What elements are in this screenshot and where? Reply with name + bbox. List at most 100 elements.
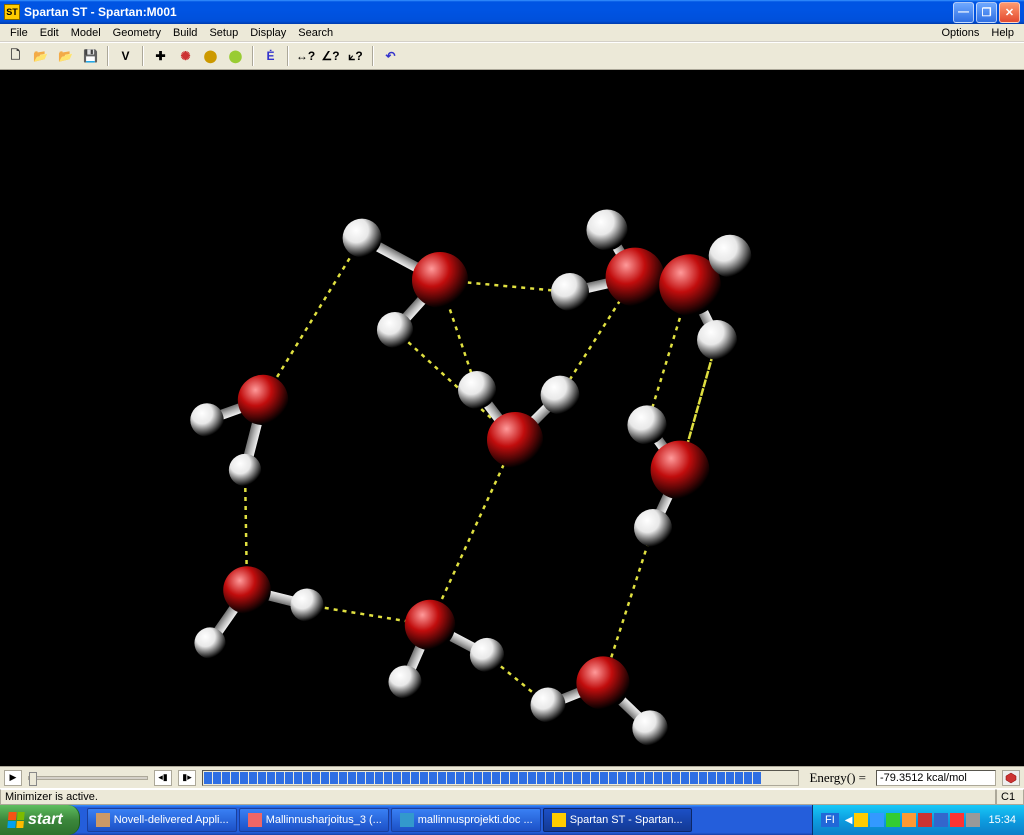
stop-button[interactable] xyxy=(1002,770,1020,786)
hydrogen-atom[interactable] xyxy=(343,219,382,258)
task-label: Novell-delivered Appli... xyxy=(114,814,229,826)
hydrogen-atom[interactable] xyxy=(470,638,504,672)
hydrogen-atom[interactable] xyxy=(709,235,752,278)
menu-edit[interactable]: Edit xyxy=(34,26,65,40)
step-fwd-button[interactable]: ▮▸ xyxy=(178,770,196,786)
menu-build[interactable]: Build xyxy=(167,26,203,40)
undo-icon[interactable]: ↶ xyxy=(379,45,402,67)
tray-icon[interactable] xyxy=(934,813,948,827)
language-indicator[interactable]: FI xyxy=(821,813,839,827)
task-label: Spartan ST - Spartan... xyxy=(570,814,683,826)
menubar: FileEditModelGeometryBuildSetupDisplaySe… xyxy=(0,24,1024,42)
menu-options[interactable]: Options xyxy=(935,26,985,40)
new-icon[interactable]: 🗋 xyxy=(4,45,27,67)
energy-icon[interactable]: Ė xyxy=(259,45,282,67)
task-app-icon xyxy=(400,813,414,827)
measure-angle-icon[interactable]: ∠? xyxy=(319,45,342,67)
hydrogen-atom[interactable] xyxy=(634,509,672,547)
menu-display[interactable]: Display xyxy=(244,26,292,40)
hydrogen-atom[interactable] xyxy=(194,627,225,658)
tray-icon[interactable] xyxy=(886,813,900,827)
taskbar-item[interactable]: Spartan ST - Spartan... xyxy=(543,808,692,832)
hydrogen-atom[interactable] xyxy=(586,209,627,250)
progress-bar xyxy=(202,770,799,786)
minimize-button[interactable]: — xyxy=(953,2,974,23)
taskbar-item[interactable]: Novell-delivered Appli... xyxy=(87,808,237,832)
status-symmetry: C1 xyxy=(996,789,1024,805)
view-icon[interactable]: V xyxy=(114,45,137,67)
oxygen-atom[interactable] xyxy=(412,252,468,308)
open2-icon[interactable]: 📂 xyxy=(54,45,77,67)
oxygen-atom[interactable] xyxy=(223,566,271,614)
tray-icon[interactable] xyxy=(950,813,964,827)
maximize-button[interactable]: ❐ xyxy=(976,2,997,23)
burst-icon[interactable]: ✺ xyxy=(174,45,197,67)
atom2-icon[interactable]: ⬤ xyxy=(224,45,247,67)
hydrogen-atom[interactable] xyxy=(377,312,413,348)
system-tray: FI ◀ 15:34 xyxy=(812,805,1024,835)
menu-geometry[interactable]: Geometry xyxy=(107,26,167,40)
hydrogen-bond xyxy=(430,440,515,625)
tray-expand-icon[interactable]: ◀ xyxy=(845,815,853,826)
energy-label: Energy() = xyxy=(805,770,870,786)
windows-flag-icon xyxy=(7,812,24,828)
measure-dihedral-icon[interactable]: ⟀? xyxy=(344,45,367,67)
hydrogen-atom[interactable] xyxy=(229,454,261,486)
measure-dist-icon[interactable]: ↔? xyxy=(294,45,317,67)
tray-icon[interactable] xyxy=(854,813,868,827)
close-button[interactable]: ✕ xyxy=(999,2,1020,23)
window-title: Spartan ST - Spartan:M001 xyxy=(24,5,177,19)
hydrogen-atom[interactable] xyxy=(388,665,421,698)
app-icon: ST xyxy=(4,4,20,20)
task-app-icon xyxy=(248,813,262,827)
open-icon[interactable]: 📂 xyxy=(29,45,52,67)
hydrogen-atom[interactable] xyxy=(632,710,667,745)
menu-model[interactable]: Model xyxy=(65,26,107,40)
tray-icon[interactable] xyxy=(918,813,932,827)
hydrogen-atom[interactable] xyxy=(290,588,323,621)
oxygen-atom[interactable] xyxy=(405,600,455,650)
oxygen-atom[interactable] xyxy=(576,656,629,709)
play-button[interactable]: ▶ xyxy=(4,770,22,786)
tray-icon[interactable] xyxy=(870,813,884,827)
hydrogen-atom[interactable] xyxy=(458,371,496,409)
task-label: Mallinnusharjoitus_3 (... xyxy=(266,814,382,826)
player-bar: ▶ ◂▮ ▮▸ Energy() = -79.3512 kcal/mol xyxy=(0,766,1024,788)
taskbar-item[interactable]: mallinnusprojekti.doc ... xyxy=(391,808,541,832)
hydrogen-atom[interactable] xyxy=(531,688,566,723)
clock: 15:34 xyxy=(988,814,1016,826)
molecule-viewport[interactable] xyxy=(0,70,1024,766)
tray-icon[interactable] xyxy=(966,813,980,827)
oxygen-atom[interactable] xyxy=(651,441,710,500)
oxygen-atom[interactable] xyxy=(606,248,665,307)
tray-icon[interactable] xyxy=(902,813,916,827)
hydrogen-atom[interactable] xyxy=(697,320,737,360)
menu-setup[interactable]: Setup xyxy=(203,26,244,40)
start-label: start xyxy=(28,811,63,829)
hydrogen-bond xyxy=(263,238,362,400)
save-icon[interactable]: 💾 xyxy=(79,45,102,67)
status-message: Minimizer is active. xyxy=(0,789,996,805)
statusbar: Minimizer is active. C1 xyxy=(0,788,1024,805)
menu-help[interactable]: Help xyxy=(985,26,1020,40)
hydrogen-atom[interactable] xyxy=(551,273,589,311)
task-app-icon xyxy=(552,813,566,827)
taskbar-item[interactable]: Mallinnusharjoitus_3 (... xyxy=(239,808,389,832)
hydrogen-atom[interactable] xyxy=(541,376,580,415)
titlebar: ST Spartan ST - Spartan:M001 — ❐ ✕ xyxy=(0,0,1024,24)
atom1-icon[interactable]: ⬤ xyxy=(199,45,222,67)
hydrogen-atom[interactable] xyxy=(627,405,666,444)
oxygen-atom[interactable] xyxy=(487,412,543,468)
task-app-icon xyxy=(96,813,110,827)
oxygen-atom[interactable] xyxy=(238,375,288,425)
step-back-button[interactable]: ◂▮ xyxy=(154,770,172,786)
frame-slider[interactable] xyxy=(28,776,148,780)
add-icon[interactable]: ✚ xyxy=(149,45,172,67)
energy-value: -79.3512 kcal/mol xyxy=(876,770,996,786)
menu-file[interactable]: File xyxy=(4,26,34,40)
start-button[interactable]: start xyxy=(0,805,80,835)
taskbar: start Novell-delivered Appli... Mallinnus… xyxy=(0,805,1024,835)
hydrogen-atom[interactable] xyxy=(190,403,223,436)
toolbar: 🗋📂📂💾V✚✺⬤⬤Ė↔?∠?⟀?↶ xyxy=(0,42,1024,70)
menu-search[interactable]: Search xyxy=(292,26,339,40)
